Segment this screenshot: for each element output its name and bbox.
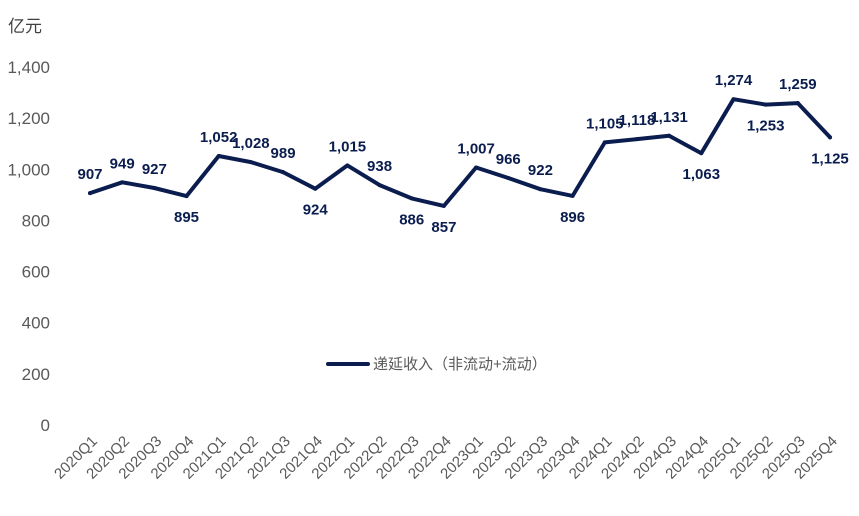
data-point (88, 191, 92, 196)
data-label: 1,007 (457, 140, 495, 157)
y-tick-label: 0 (41, 416, 50, 435)
data-points (88, 97, 832, 208)
y-tick-label: 400 (22, 314, 50, 333)
data-label: 1,253 (747, 118, 785, 135)
data-label: 886 (399, 211, 424, 228)
data-point (474, 165, 479, 170)
data-label: 907 (77, 166, 102, 183)
data-label: 1,015 (329, 138, 367, 155)
data-label: 896 (560, 209, 585, 226)
legend: 递延收入（非流动+流动） (326, 356, 547, 373)
data-label: 1,118 (619, 112, 656, 129)
data-label: 1,259 (779, 76, 817, 93)
data-point (441, 203, 446, 208)
data-point (828, 135, 832, 140)
y-tick-label: 800 (22, 211, 50, 230)
y-tick-label: 600 (22, 263, 50, 282)
x-axis-ticks: 2020Q12020Q22020Q32020Q42021Q12021Q22021… (51, 433, 841, 483)
data-point (377, 183, 382, 188)
y-tick-label: 1,000 (7, 160, 50, 179)
data-point (409, 196, 414, 201)
data-point (216, 153, 221, 158)
data-point (667, 133, 672, 138)
data-label: 1,131 (650, 109, 688, 126)
data-label: 1,052 (200, 129, 238, 146)
data-label: 924 (303, 202, 329, 219)
data-point (763, 102, 768, 107)
data-label: 1,125 (811, 150, 849, 167)
data-point (281, 170, 286, 175)
data-label: 927 (142, 161, 167, 178)
y-tick-label: 1,400 (7, 58, 50, 77)
data-point (345, 163, 350, 168)
data-label: 1,274 (715, 72, 753, 89)
data-point (731, 97, 736, 102)
data-point (570, 193, 575, 198)
y-axis-ticks: 0 200 400 600 800 1,000 1,200 1,400 (7, 58, 50, 435)
data-point (152, 185, 157, 190)
data-label: 938 (367, 158, 392, 175)
data-point (248, 160, 253, 165)
data-label: 989 (271, 145, 296, 162)
data-point (120, 180, 125, 185)
data-label: 857 (431, 219, 456, 236)
data-label: 1,028 (232, 135, 270, 152)
data-point (313, 186, 318, 191)
data-label: 966 (496, 151, 521, 168)
series-line-deferred-revenue (88, 97, 832, 208)
y-tick-label: 200 (22, 365, 50, 384)
y-unit-label: 亿元 (8, 17, 42, 36)
data-point (699, 151, 704, 156)
data-point (506, 175, 511, 180)
data-label: 895 (174, 209, 199, 226)
data-point (602, 140, 607, 145)
data-point (184, 194, 189, 199)
data-label: 922 (528, 162, 553, 179)
data-label: 949 (110, 155, 135, 172)
y-tick-label: 1,200 (7, 109, 50, 128)
data-point (634, 137, 639, 142)
data-point (795, 101, 800, 106)
data-label: 1,063 (683, 166, 721, 183)
data-point (538, 187, 543, 192)
data-label: 1,105 (586, 115, 624, 132)
legend-label: 递延收入（非流动+流动） (373, 356, 547, 373)
